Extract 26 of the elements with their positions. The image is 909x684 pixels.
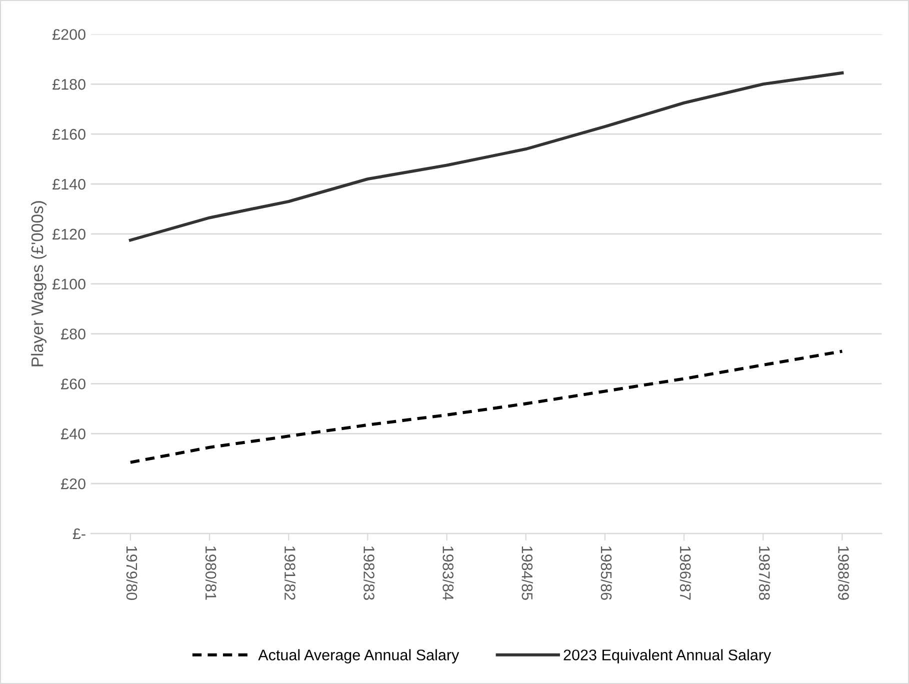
x-tick-label: 1979/80: [126, 546, 138, 600]
y-axis-title: Player Wages (£'000s): [30, 201, 46, 366]
legend-label: Actual Average Annual Salary: [258, 649, 460, 664]
y-tick-label: £140: [52, 178, 86, 190]
y-tick-label: £160: [52, 128, 86, 140]
x-tick-label: 1982/83: [364, 546, 375, 600]
line-series: [128, 71, 844, 242]
x-tick-label: 1984/85: [522, 546, 533, 600]
legend-label: 2023 Equivalent Annual Salary: [564, 649, 772, 664]
y-tick-label: £100: [52, 278, 86, 290]
x-tick-label: 1987/88: [759, 546, 770, 600]
x-tick-label: 1985/86: [600, 546, 612, 600]
x-tick-label: 1981/82: [284, 546, 296, 600]
x-tick-label: 1980/81: [205, 546, 217, 600]
y-tick-label: £20: [60, 478, 86, 490]
y-tick-label: £200: [52, 29, 86, 40]
y-tick-label: £180: [52, 79, 86, 90]
x-tick-label: 1983/84: [442, 546, 454, 600]
y-tick-label: £120: [52, 228, 86, 240]
line-series: [128, 350, 844, 464]
y-tick-label: £60: [60, 378, 86, 390]
y-tick-label: £40: [60, 428, 86, 440]
x-tick-label: 1986/87: [680, 546, 692, 600]
y-tick-label: £-: [72, 528, 86, 540]
y-tick-label: £80: [60, 328, 86, 340]
x-tick-label: 1988/89: [838, 546, 850, 600]
